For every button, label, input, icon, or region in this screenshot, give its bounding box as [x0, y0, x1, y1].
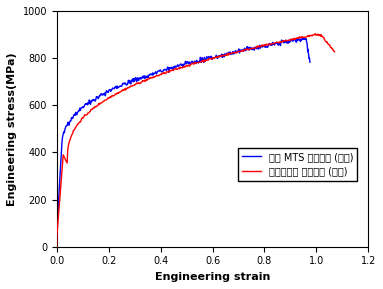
- 방위선택형 인장장치 (소형): [319, 33, 324, 36]
- 범용 MTS 인장장치 (대형): [301, 36, 306, 39]
- 방위선택형 인장장치 (소형): [185, 64, 190, 68]
- 방위선택형 인장장치 (소형): [332, 50, 337, 53]
- 범용 MTS 인장장치 (대형): [295, 38, 300, 41]
- 범용 MTS 인장장치 (대형): [60, 135, 65, 138]
- 범용 MTS 인장장치 (대형): [109, 88, 113, 92]
- 방위선택형 인장장치 (소형): [212, 56, 217, 60]
- 방위선택형 인장장치 (소형): [313, 32, 318, 35]
- 방위선택형 인장장치 (소형): [54, 245, 59, 249]
- 범용 MTS 인장장치 (대형): [54, 245, 59, 249]
- Line: 방위선택형 인장장치 (소형): 방위선택형 인장장치 (소형): [57, 34, 335, 247]
- 방위선택형 인장장치 (소형): [270, 42, 274, 46]
- 범용 MTS 인장장치 (대형): [56, 198, 61, 201]
- 범용 MTS 인장장치 (대형): [238, 48, 243, 52]
- X-axis label: Engineering strain: Engineering strain: [155, 272, 270, 282]
- 방위선택형 인장장치 (소형): [208, 57, 213, 60]
- Line: 범용 MTS 인장장치 (대형): 범용 MTS 인장장치 (대형): [57, 38, 310, 247]
- Legend: 범용 MTS 인장장치 (대형), 방위선택형 인장장치 (소형): 범용 MTS 인장장치 (대형), 방위선택형 인장장치 (소형): [238, 148, 357, 181]
- 범용 MTS 인장장치 (대형): [308, 60, 312, 64]
- 방위선택형 인장장치 (소형): [254, 45, 259, 49]
- Y-axis label: Engineering stress(MPa): Engineering stress(MPa): [7, 52, 17, 206]
- 범용 MTS 인장장치 (대형): [100, 93, 105, 97]
